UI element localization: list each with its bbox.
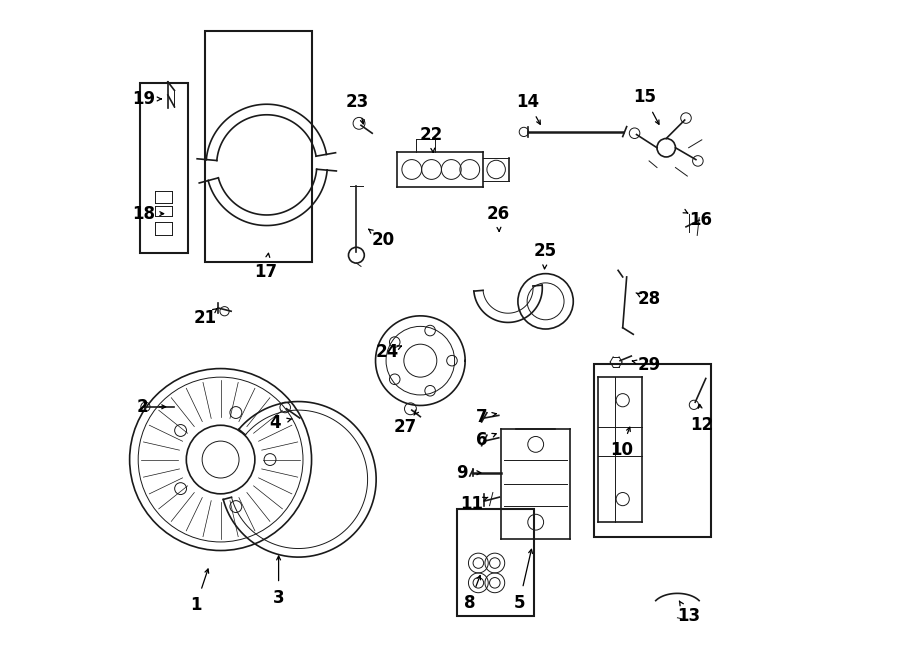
- Bar: [456, 509, 535, 616]
- Text: 12: 12: [690, 416, 714, 434]
- Text: 20: 20: [371, 231, 394, 249]
- Text: 21: 21: [194, 308, 216, 327]
- Text: 23: 23: [346, 93, 369, 111]
- Text: 25: 25: [534, 242, 557, 260]
- Text: 19: 19: [132, 90, 155, 108]
- Bar: [140, 83, 187, 253]
- Text: 2: 2: [136, 398, 148, 416]
- Text: 27: 27: [393, 418, 417, 436]
- Text: 6: 6: [476, 431, 488, 449]
- Text: 9: 9: [456, 464, 468, 482]
- Text: 22: 22: [420, 126, 443, 144]
- Text: 11: 11: [460, 495, 483, 512]
- Text: 10: 10: [610, 441, 633, 459]
- Text: 7: 7: [476, 408, 488, 426]
- Text: 1: 1: [191, 596, 202, 614]
- Text: 28: 28: [637, 291, 661, 308]
- Text: 3: 3: [273, 589, 284, 607]
- Text: 24: 24: [375, 343, 399, 361]
- Text: 16: 16: [689, 211, 712, 229]
- Text: 15: 15: [633, 88, 656, 106]
- Text: 5: 5: [514, 594, 525, 612]
- Text: 8: 8: [464, 594, 475, 612]
- Text: 17: 17: [254, 263, 277, 281]
- Text: 4: 4: [269, 414, 281, 432]
- Text: 14: 14: [517, 93, 539, 111]
- Text: 18: 18: [132, 205, 155, 222]
- Text: 13: 13: [677, 607, 700, 625]
- Text: 29: 29: [637, 356, 661, 374]
- Text: 26: 26: [487, 205, 509, 222]
- Bar: [205, 31, 311, 261]
- Bar: [594, 364, 711, 537]
